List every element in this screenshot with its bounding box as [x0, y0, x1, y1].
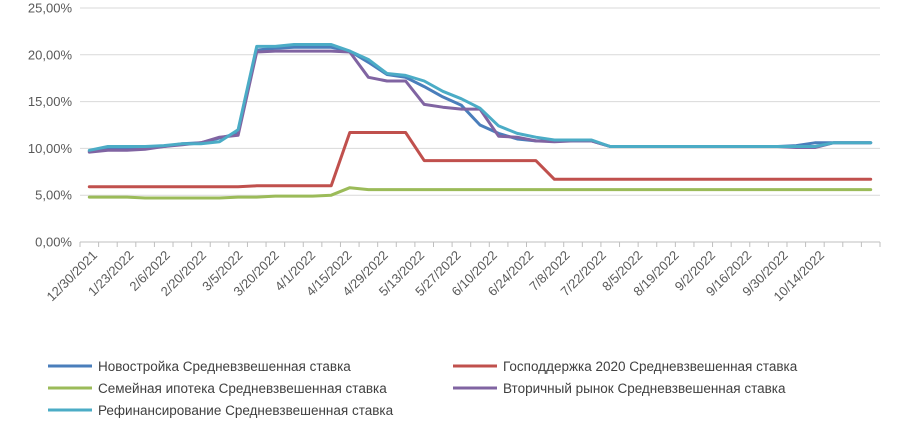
legend-label: Рефинансирование Средневзвешенная ставка: [98, 403, 394, 418]
series-lines: [87, 43, 873, 200]
y-tick-label: 5,00%: [35, 188, 72, 203]
legend: Новостройка Средневзвешенная ставка Госпо…: [48, 359, 798, 418]
series-line-1: [87, 45, 873, 153]
y-tick-label: 0,00%: [35, 235, 72, 250]
series-line-5: [87, 43, 873, 152]
y-tick-label: 15,00%: [28, 94, 73, 109]
x-axis-tick-labels: 12/30/20211/23/20222/6/20222/20/20223/5/…: [43, 248, 827, 305]
legend-label: Господдержка 2020 Средневзвешенная ставк…: [503, 359, 798, 374]
legend-label: Семейная ипотека Средневзвешенная ставка: [98, 381, 387, 396]
y-tick-label: 20,00%: [28, 47, 73, 62]
series-line-2: [87, 131, 873, 189]
legend-label: Вторичный рынок Средневзвешенная ставка: [503, 381, 786, 396]
y-tick-label: 25,00%: [28, 1, 73, 16]
legend-label: Новостройка Средневзвешенная ставка: [98, 359, 351, 374]
gridlines: [79, 7, 881, 247]
series-line-3: [87, 186, 873, 200]
y-tick-label: 10,00%: [28, 141, 73, 156]
y-axis-tick-labels: 0,00% 5,00% 10,00% 15,00% 20,00% 25,00%: [28, 1, 73, 250]
